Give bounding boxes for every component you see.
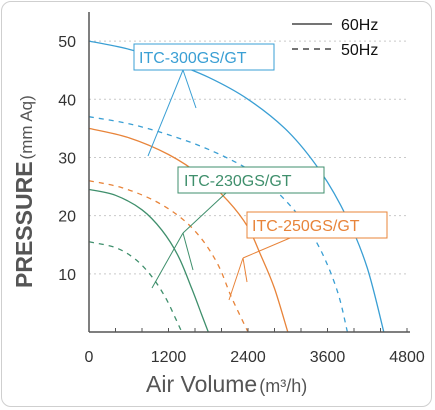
callout-label-itc-230: ITC-230GS/GT xyxy=(184,173,292,190)
y-axis-title-text: PRESSURE xyxy=(11,161,37,288)
callout-leader-itc-250-b xyxy=(242,257,248,283)
model-callouts: ITC-300GS/GT ITC-230GS/GT ITC-250GS/GT xyxy=(133,43,388,301)
tick-label-layer: 0 1200 2400 3600 4800 10 20 30 40 50 xyxy=(58,34,425,366)
axis-titles: Air Volume (m³/h) PRESSURE (mm Aq) xyxy=(11,95,307,397)
curve-itc-230gs-gt-50hz xyxy=(88,241,183,333)
y-axis-title: PRESSURE (mm Aq) xyxy=(11,95,37,288)
callout-leader-itc-300-a xyxy=(182,69,197,109)
callout-leader-itc-250-a xyxy=(242,237,291,259)
callout-box-itc-300 xyxy=(133,43,275,71)
curve-itc-250gs-gt-60hz xyxy=(88,127,289,333)
curve-itc-300gs-gt-50hz xyxy=(88,116,349,333)
y-tick-label: 30 xyxy=(58,150,76,167)
legend-label-50hz: 50Hz xyxy=(341,42,378,59)
callout-leader-itc-230-b xyxy=(182,232,194,271)
y-tick-label: 50 xyxy=(58,34,76,51)
grid-layer xyxy=(89,40,407,275)
callout-leader-itc-230-c xyxy=(151,232,184,289)
legend: 60Hz 50Hz xyxy=(292,17,378,59)
x-tick-label: 2400 xyxy=(230,349,266,366)
y-tick-label: 20 xyxy=(58,209,76,226)
callout-label-itc-250: ITC-250GS/GT xyxy=(252,218,360,235)
x-tick-label: 1200 xyxy=(151,349,187,366)
y-axis-unit: (mm Aq) xyxy=(17,95,36,159)
callout-leader-itc-250-c xyxy=(228,257,244,301)
x-tick-label: 3600 xyxy=(310,349,346,366)
curve-itc-250gs-gt-50hz xyxy=(88,180,249,333)
callout-leader-itc-230-a xyxy=(182,192,227,234)
callout-label-itc-300: ITC-300GS/GT xyxy=(139,50,247,67)
x-axis-title: Air Volume (m³/h) xyxy=(146,371,307,397)
callout-box-itc-230 xyxy=(177,166,325,194)
x-axis-title-text: Air Volume xyxy=(146,371,257,397)
x-tick-label: 4800 xyxy=(389,349,425,366)
curve-itc-230gs-gt-60hz xyxy=(88,188,209,333)
callout-leader-itc-300-b xyxy=(147,69,184,157)
y-tick-label: 40 xyxy=(58,92,76,109)
x-tick-label: 0 xyxy=(85,349,94,366)
y-tick-label: 10 xyxy=(58,267,76,284)
legend-label-60hz: 60Hz xyxy=(341,17,378,34)
callout-box-itc-250 xyxy=(246,211,388,239)
x-axis-unit: (m³/h) xyxy=(259,376,307,396)
